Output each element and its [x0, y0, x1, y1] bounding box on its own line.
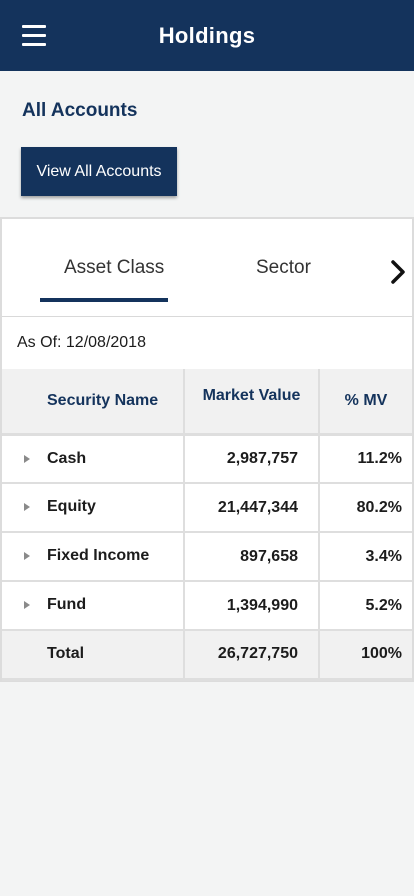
as-of-date: As Of: 12/08/2018	[17, 334, 146, 351]
total-market-value: 26,727,750	[184, 630, 320, 681]
page-title: Holdings	[158, 22, 256, 48]
active-tab-indicator	[40, 298, 168, 302]
security-name: Fund	[47, 596, 87, 614]
security-name: Fixed Income	[47, 547, 150, 565]
view-all-accounts-button[interactable]: View All Accounts	[21, 147, 177, 196]
security-name: Equity	[47, 498, 96, 516]
table-row[interactable]: Fixed Income 897,658 3.4%	[2, 532, 412, 582]
menu-icon[interactable]	[22, 25, 46, 46]
tab-bar: Asset Class Sector	[2, 219, 412, 317]
accounts-title: All Accounts	[22, 100, 138, 121]
market-value-cell: 21,447,344	[184, 483, 320, 533]
pct-mv-cell: 80.2%	[319, 483, 412, 533]
security-name-cell: Equity	[2, 483, 185, 533]
total-label: Total	[2, 630, 185, 681]
caret-right-icon[interactable]	[24, 503, 30, 512]
pct-mv-cell: 5.2%	[319, 581, 412, 631]
pct-mv-cell: 3.4%	[319, 532, 412, 582]
chevron-right-icon[interactable]	[388, 259, 408, 285]
security-name: Cash	[47, 449, 87, 467]
holdings-table: Security Name Market Value % MV Cash 2,9…	[2, 369, 412, 681]
market-value-cell: 1,394,990	[184, 581, 320, 631]
pct-mv-cell: 11.2%	[319, 434, 412, 484]
column-header-security-name[interactable]: Security Name	[2, 369, 185, 436]
tab-sector[interactable]: Sector	[256, 257, 311, 278]
caret-right-icon[interactable]	[24, 552, 30, 561]
total-pct-mv: 100%	[319, 630, 412, 681]
column-header-market-value[interactable]: Market Value	[184, 369, 320, 436]
app-header: Holdings	[0, 0, 414, 71]
holdings-card: Asset Class Sector As Of: 12/08/2018 Sec…	[0, 217, 414, 682]
column-header-pct-mv[interactable]: % MV	[319, 369, 412, 436]
market-value-cell: 897,658	[184, 532, 320, 582]
security-name-cell: Cash	[2, 434, 185, 484]
total-row: Total 26,727,750 100%	[2, 630, 412, 681]
caret-right-icon[interactable]	[24, 454, 30, 463]
table-header-row: Security Name Market Value % MV	[2, 369, 412, 436]
caret-right-icon[interactable]	[24, 601, 30, 610]
market-value-cell: 2,987,757	[184, 434, 320, 484]
security-name-cell: Fund	[2, 581, 185, 631]
table-row[interactable]: Equity 21,447,344 80.2%	[2, 483, 412, 533]
tab-asset-class[interactable]: Asset Class	[64, 257, 165, 278]
table-row[interactable]: Cash 2,987,757 11.2%	[2, 434, 412, 484]
security-name-cell: Fixed Income	[2, 532, 185, 582]
table-row[interactable]: Fund 1,394,990 5.2%	[2, 581, 412, 631]
